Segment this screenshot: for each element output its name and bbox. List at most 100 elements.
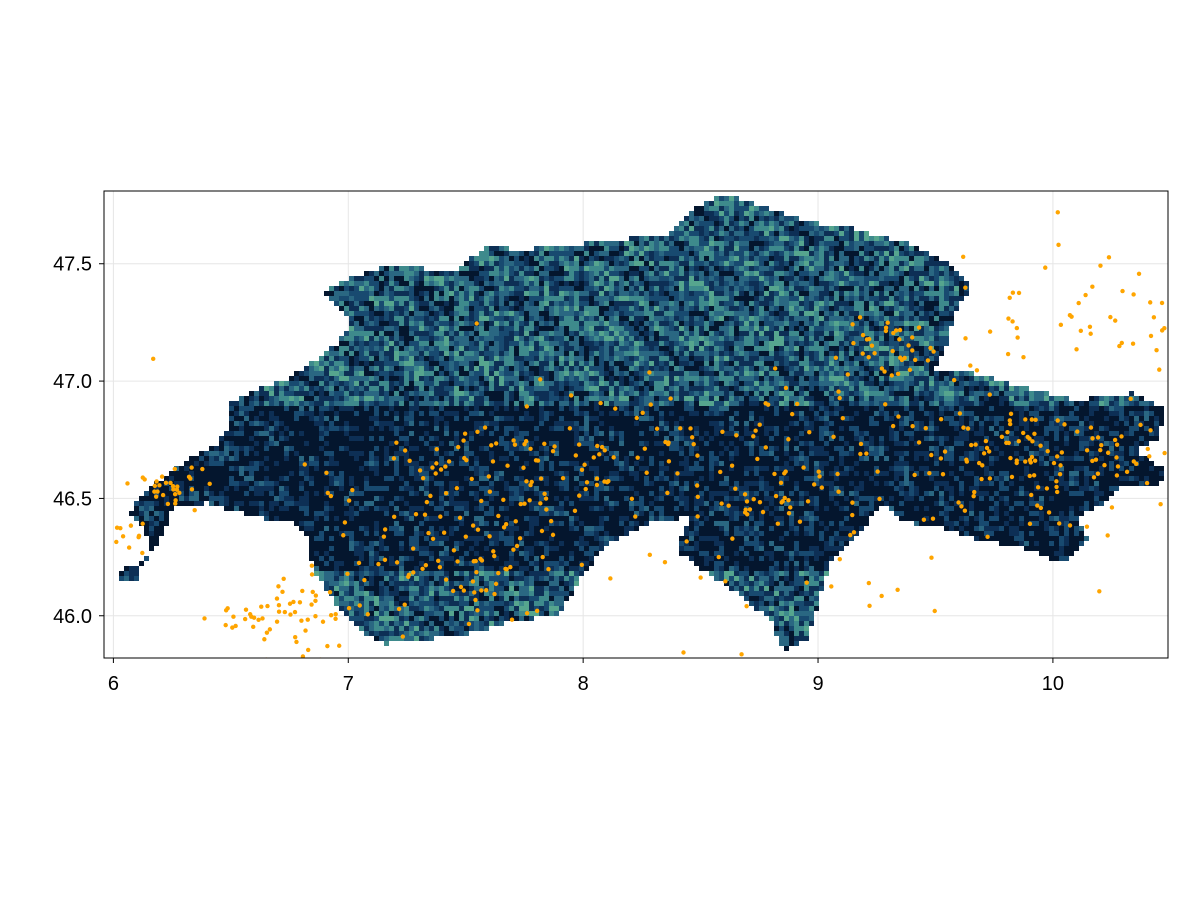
raster-cell <box>944 321 949 326</box>
raster-cell <box>419 311 424 316</box>
raster-cell <box>819 386 824 391</box>
raster-cell <box>474 286 479 291</box>
raster-cell <box>949 271 954 276</box>
raster-cell <box>814 396 819 401</box>
raster-cell <box>589 351 594 356</box>
raster-cell <box>324 291 329 296</box>
raster-cell <box>814 326 819 331</box>
raster-cell <box>454 276 459 281</box>
raster-cell <box>724 246 729 251</box>
raster-cell <box>674 326 679 331</box>
raster-cell <box>754 381 759 386</box>
raster-cell <box>774 411 779 416</box>
raster-cell <box>919 411 924 416</box>
raster-cell <box>829 316 834 321</box>
raster-cell <box>629 366 634 371</box>
raster-cell <box>604 411 609 416</box>
raster-cell <box>909 321 914 326</box>
raster-cell <box>349 406 354 411</box>
raster-cell <box>369 331 374 336</box>
raster-cell <box>489 386 494 391</box>
raster-cell <box>959 401 964 406</box>
raster-cell <box>794 411 799 416</box>
raster-cell <box>714 211 719 216</box>
raster-cell <box>934 411 939 416</box>
raster-cell <box>759 371 764 376</box>
raster-cell <box>964 396 969 401</box>
raster-cell <box>689 316 694 321</box>
raster-cell <box>334 351 339 356</box>
raster-cell <box>829 411 834 416</box>
raster-cell <box>444 286 449 291</box>
raster-cell <box>444 291 449 296</box>
raster-cell <box>454 316 459 321</box>
raster-cell <box>784 336 789 341</box>
raster-cell <box>359 401 364 406</box>
raster-cell <box>634 236 639 241</box>
raster-cell <box>424 391 429 396</box>
raster-cell <box>709 236 714 241</box>
raster-cell <box>499 361 504 366</box>
raster-cell <box>609 401 614 406</box>
raster-cell <box>504 421 509 426</box>
raster-cell <box>749 286 754 291</box>
raster-cell <box>779 351 784 356</box>
raster-cell <box>934 261 939 266</box>
raster-cell <box>1099 401 1104 406</box>
raster-cell <box>729 221 734 226</box>
raster-cell <box>714 361 719 366</box>
raster-cell <box>624 406 629 411</box>
raster-cell <box>579 316 584 321</box>
raster-cell <box>604 261 609 266</box>
raster-cell <box>719 396 724 401</box>
raster-cell <box>769 406 774 411</box>
raster-cell <box>869 296 874 301</box>
raster-cell <box>894 381 899 386</box>
raster-cell <box>584 346 589 351</box>
raster-cell <box>499 421 504 426</box>
raster-cell <box>664 376 669 381</box>
raster-cell <box>974 411 979 416</box>
raster-cell <box>399 316 404 321</box>
raster-cell <box>829 226 834 231</box>
raster-cell <box>804 361 809 366</box>
raster-cell <box>939 276 944 281</box>
raster-cell <box>714 301 719 306</box>
raster-cell <box>554 296 559 301</box>
raster-cell <box>694 411 699 416</box>
raster-cell <box>599 396 604 401</box>
raster-cell <box>839 226 844 231</box>
raster-cell <box>479 386 484 391</box>
raster-cell <box>949 276 954 281</box>
raster-cell <box>849 401 854 406</box>
raster-cell <box>579 301 584 306</box>
raster-cell <box>329 376 334 381</box>
raster-cell <box>444 391 449 396</box>
raster-cell <box>1119 406 1124 411</box>
raster-cell <box>959 276 964 281</box>
raster-cell <box>529 356 534 361</box>
raster-cell <box>874 236 879 241</box>
raster-cell <box>559 336 564 341</box>
raster-cell <box>769 211 774 216</box>
raster-cell <box>679 251 684 256</box>
raster-cell <box>589 316 594 321</box>
raster-cell <box>449 346 454 351</box>
raster-cell <box>879 241 884 246</box>
raster-cell <box>894 361 899 366</box>
raster-cell <box>904 371 909 376</box>
raster-cell <box>729 386 734 391</box>
raster-cell <box>1159 416 1164 421</box>
raster-cell <box>504 406 509 411</box>
raster-cell <box>459 286 464 291</box>
raster-cell <box>924 331 929 336</box>
raster-cell <box>654 421 659 426</box>
raster-cell <box>884 416 889 421</box>
raster-cell <box>949 291 954 296</box>
raster-cell <box>394 301 399 306</box>
raster-cell <box>559 246 564 251</box>
raster-cell <box>909 411 914 416</box>
raster-cell <box>749 401 754 406</box>
raster-cell <box>409 391 414 396</box>
raster-cell <box>974 386 979 391</box>
